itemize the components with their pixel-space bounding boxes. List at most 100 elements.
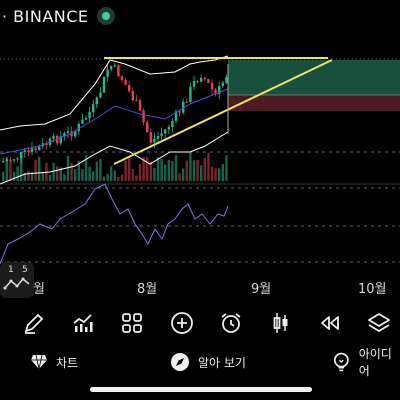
volume-bar <box>124 160 127 181</box>
ideas-bulb-icon <box>333 352 349 372</box>
candle-body <box>16 158 19 160</box>
volume-bar <box>5 157 8 181</box>
volume-bar <box>171 161 174 181</box>
candle-body <box>131 91 134 101</box>
volume-bar <box>84 155 88 181</box>
candle-body <box>88 112 91 119</box>
candle-body <box>178 111 181 113</box>
candle-body <box>214 89 217 95</box>
volume-bar <box>135 175 138 181</box>
bollinger-upper-band <box>0 55 229 131</box>
volume-bar <box>160 158 163 181</box>
draw-icon[interactable] <box>17 306 51 340</box>
candle-body <box>149 132 152 143</box>
volume-bar <box>20 155 23 181</box>
candle-body <box>63 132 66 137</box>
volume-bar <box>9 159 12 181</box>
chart-header: · BINANCE <box>0 0 400 34</box>
line-chart-icon <box>3 277 30 290</box>
candle-body <box>77 123 80 131</box>
candle-body <box>146 122 149 133</box>
candle-body <box>196 81 199 83</box>
interval-num-a: 1 <box>8 265 14 275</box>
volume-bar <box>192 160 196 181</box>
candle-body <box>210 82 214 90</box>
volume-bar <box>178 173 181 181</box>
indicator-icon[interactable] <box>66 306 100 340</box>
candle-body <box>27 150 30 153</box>
interval-num-b: 5 <box>22 265 28 275</box>
candle-body <box>156 136 160 139</box>
nav-chart-label: 차트 <box>56 355 79 370</box>
volume-bar <box>102 176 106 181</box>
candle-body <box>128 85 131 92</box>
volume-bar <box>146 157 149 181</box>
volume-bar <box>214 168 217 181</box>
volume-bar <box>210 166 214 181</box>
volume-bar <box>41 171 44 181</box>
candle-body <box>192 81 196 87</box>
volume-bar <box>182 168 185 181</box>
drawing-toolbar <box>0 306 400 340</box>
layers-icon[interactable] <box>362 306 396 340</box>
candle-body <box>218 86 221 95</box>
candle-body <box>124 80 127 86</box>
price-chart[interactable] <box>0 34 400 274</box>
candle-body <box>12 159 16 161</box>
rsi-indicator-line <box>0 183 229 265</box>
volume-bar <box>149 162 152 181</box>
alarm-clock-icon[interactable] <box>214 306 248 340</box>
volume-bar <box>120 174 124 181</box>
volume-bar <box>200 165 203 181</box>
candle-body <box>84 118 88 120</box>
volume-bar <box>66 155 70 181</box>
replay-icon[interactable] <box>313 306 347 340</box>
volume-bar <box>95 161 98 181</box>
moving-average-line <box>0 88 229 155</box>
volume-bar <box>56 166 59 181</box>
candle-body <box>182 101 185 113</box>
support-trendline[interactable] <box>113 59 333 165</box>
volume-bar <box>52 162 55 181</box>
candle-body <box>34 148 37 151</box>
candle-body <box>9 159 12 161</box>
volume-bar <box>167 159 170 181</box>
interval-selector[interactable]: 1 5 <box>0 262 34 298</box>
candle-body <box>164 129 167 134</box>
candle-body <box>66 131 70 133</box>
bollinger-lower-band <box>0 131 229 185</box>
volume-bar <box>196 159 199 181</box>
live-status-icon <box>97 7 115 25</box>
candle-body <box>171 120 174 128</box>
volume-bar <box>156 156 160 181</box>
time-axis[interactable]: 월 8월 9월 10월 <box>0 274 400 300</box>
candle-body <box>221 82 224 87</box>
volume-bar <box>99 158 102 181</box>
nav-ideas[interactable]: 아이디어 <box>332 347 400 378</box>
long-position-zone[interactable] <box>228 60 400 95</box>
candle-body <box>142 110 145 123</box>
add-circle-icon[interactable] <box>165 306 199 340</box>
candle-body <box>102 76 106 93</box>
volume-bar <box>27 170 30 181</box>
volume-bars <box>2 152 228 181</box>
volume-bar <box>218 168 221 181</box>
candle-body <box>203 77 206 80</box>
candlestick-icon[interactable] <box>264 306 298 340</box>
candle-body <box>45 143 48 146</box>
candle-body <box>153 138 156 143</box>
volume-bar <box>38 156 41 181</box>
candle-body <box>167 127 170 130</box>
nav-chart[interactable]: 차트 <box>30 350 78 374</box>
volume-bar <box>77 160 80 181</box>
volume-bar <box>70 162 73 181</box>
short-position-zone[interactable] <box>228 95 400 111</box>
nav-explore[interactable]: 알아 보기 <box>170 350 246 374</box>
candle-body <box>5 159 8 162</box>
volume-bar <box>164 164 167 181</box>
candle-body <box>52 135 55 139</box>
layout-grid-icon[interactable] <box>115 306 149 340</box>
candle-body <box>117 65 120 77</box>
candle-body <box>207 79 210 83</box>
volume-bar <box>2 171 5 181</box>
